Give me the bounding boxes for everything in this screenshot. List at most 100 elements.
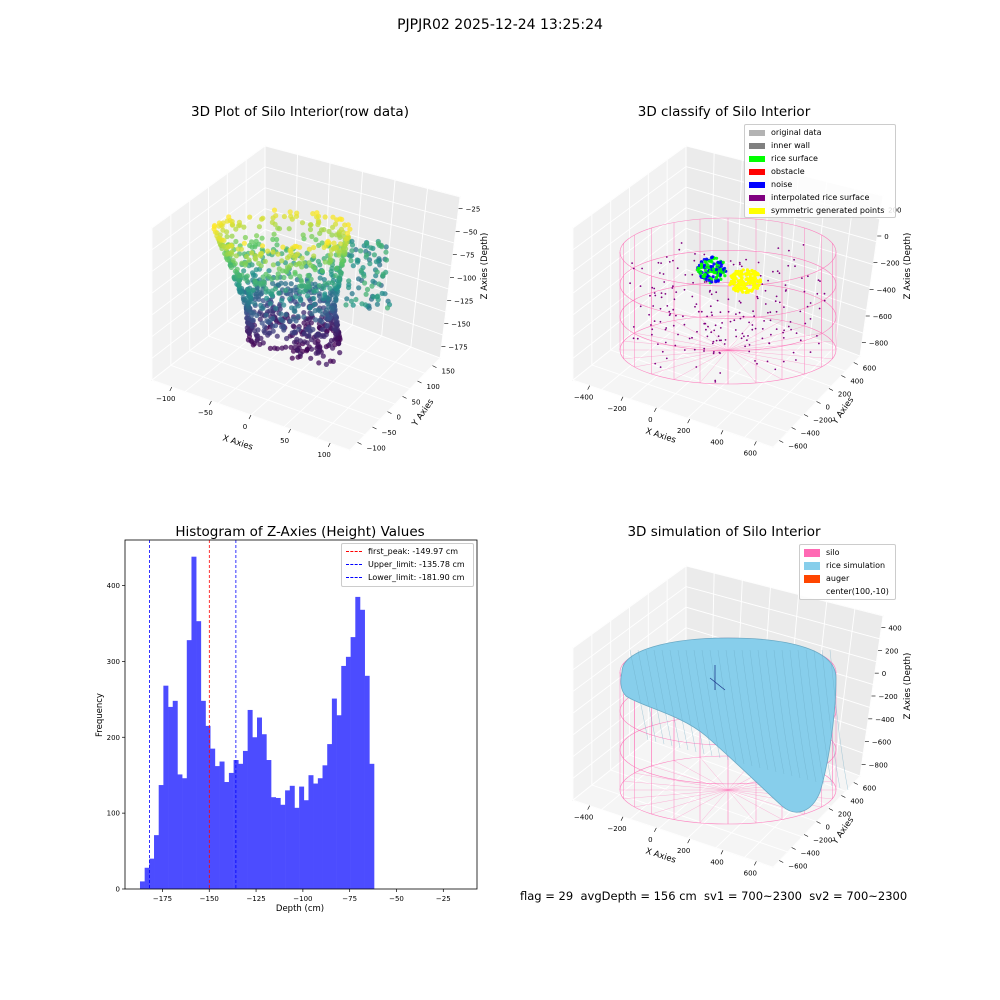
interpolated-point (738, 300, 741, 302)
raw-point (279, 251, 285, 257)
histogram-bar (247, 709, 253, 889)
interpolated-point (717, 335, 720, 338)
raw-point (330, 345, 336, 351)
noise-point (704, 261, 708, 265)
raw-point (350, 263, 356, 269)
interpolated-point (745, 258, 747, 261)
interpolated-point (741, 332, 744, 335)
histogram-bar (228, 772, 234, 889)
y-tick (779, 860, 784, 863)
raw-point (259, 235, 265, 241)
raw-point (267, 345, 273, 351)
interpolated-point (785, 289, 787, 291)
raw-point (212, 222, 218, 229)
legend-swatch (749, 142, 765, 149)
symmetric-point (745, 289, 749, 293)
legend-label: noise (771, 180, 793, 189)
legend-entry: Lower_limit: -181.90 cm (346, 572, 464, 584)
symmetric-point (730, 281, 734, 285)
raw-point (279, 258, 285, 264)
interpolated-point (665, 357, 668, 360)
interpolated-point (789, 321, 792, 323)
histogram-bar (289, 785, 295, 889)
interpolated-point (714, 379, 717, 382)
raw-point (359, 301, 365, 307)
interpolated-point (678, 248, 681, 251)
classify-xlabel: X Axies (644, 426, 677, 445)
interpolated-point (768, 342, 771, 345)
interpolated-point (688, 337, 691, 340)
interpolated-point (648, 313, 650, 316)
x-tick (687, 418, 690, 424)
raw-point (325, 238, 331, 244)
interpolated-point (742, 315, 745, 318)
noise-point (704, 277, 708, 281)
simulation-3d-plot[interactable]: −400−2000200400600−600−400−2000200400600… (500, 500, 1000, 885)
histogram-axes: −175 −150 −125 −100 −75 −50 −25 0 100 200 300 400 (107, 539, 478, 903)
raw-point (233, 238, 239, 245)
raw-point (256, 224, 262, 230)
raw-point (358, 248, 364, 254)
raw-point (230, 257, 236, 263)
x-tick-label: −175 (153, 895, 172, 903)
legend-entry: rice simulation (804, 560, 885, 572)
legend-line-sample (346, 564, 362, 565)
z-tick-label: −100 (457, 275, 476, 283)
interpolated-point (653, 287, 656, 290)
raw-point (331, 240, 337, 246)
y-tick-label: 400 (850, 378, 863, 386)
interpolated-point (746, 339, 748, 342)
histogram-bar (369, 763, 375, 889)
interpolated-point (775, 310, 778, 313)
symmetric-point (740, 276, 744, 280)
raw-point (244, 273, 250, 279)
y-tick (432, 365, 437, 368)
x-tick-label: 50 (280, 437, 289, 445)
legend-label: silo (826, 548, 840, 557)
silo-spoke (673, 320, 729, 351)
raw-point (315, 258, 321, 264)
raw-point (375, 241, 381, 247)
histogram-bar (172, 700, 178, 889)
histogram-bar (139, 881, 145, 889)
noise-point (709, 265, 713, 269)
raw-3d-plot[interactable]: −100−50050100−100−50050100150−25−50−75−1… (0, 0, 500, 500)
classify-3d-plot[interactable]: −400−2000200400600−600−400−2000200400600… (500, 0, 1000, 500)
noise-point (719, 264, 723, 268)
raw-point (286, 226, 292, 232)
interpolated-point (639, 305, 642, 308)
raw-point (317, 275, 323, 281)
z-tick-label: −150 (451, 321, 470, 329)
interpolated-point (683, 349, 686, 351)
silo-spoke (727, 341, 833, 351)
raw-point (380, 271, 386, 277)
raw-point (296, 326, 302, 332)
raw-point (291, 316, 297, 322)
interpolated-point (748, 350, 751, 353)
raw-point (258, 302, 264, 308)
rice-mesh-line (805, 649, 825, 785)
raw-point (281, 274, 287, 281)
raw-point (295, 251, 301, 257)
interpolated-point (673, 298, 676, 301)
silo-spoke (634, 349, 729, 368)
raw-point (311, 253, 317, 259)
noise-point (699, 271, 703, 275)
raw-point (311, 295, 317, 302)
z-tick-label: −800 (869, 340, 888, 348)
histogram-chart[interactable]: −175 −150 −125 −100 −75 −50 −25 0 100 200 300 400 D… (0, 500, 500, 920)
z-tick-label: −50 (463, 229, 478, 237)
symmetric-point (739, 271, 744, 275)
interpolated-point (674, 344, 677, 347)
symmetric-point (753, 269, 757, 274)
interpolated-point (809, 302, 812, 304)
interpolated-point (709, 289, 711, 292)
raw-point (276, 290, 282, 296)
raw-point (281, 302, 287, 308)
raw-point (259, 320, 265, 326)
raw-point (325, 296, 331, 302)
raw-point (264, 295, 270, 301)
grid-line (572, 289, 861, 381)
raw-point (369, 283, 375, 289)
grid-line (572, 379, 774, 448)
